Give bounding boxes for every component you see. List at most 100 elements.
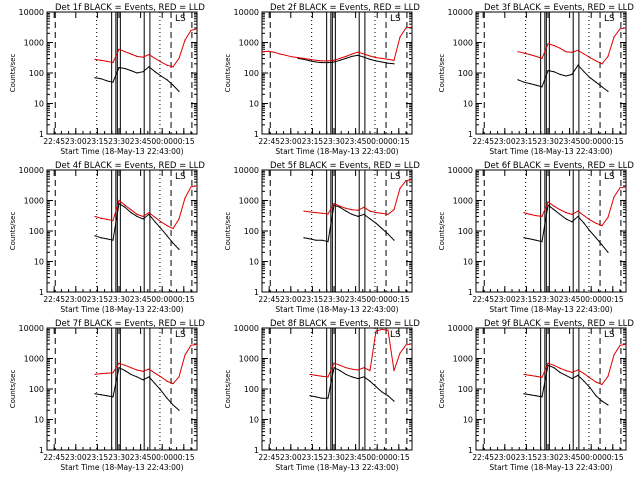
- data-point-lld: [327, 60, 329, 62]
- y-tick-label: 1000: [24, 197, 44, 206]
- y-tick-label: 10: [34, 416, 44, 425]
- data-point-events: [178, 90, 180, 92]
- data-point-lld: [589, 219, 591, 221]
- y-tick-label: 100: [244, 69, 259, 78]
- x-tick-label: 23:00: [494, 137, 516, 146]
- data-point-lld: [601, 383, 603, 386]
- data-point-lld: [625, 343, 626, 345]
- data-point-lld: [523, 52, 525, 54]
- x-tick-label: 22:45: [258, 295, 280, 304]
- x-tick-label: 00:00: [366, 295, 388, 304]
- data-point-lld: [601, 63, 603, 65]
- chart-panel-3: 1 10 100 1000 10000 22:45 23:00 23:15 23:30 23:45…: [438, 3, 634, 156]
- x-tick-label: 23:15: [516, 137, 538, 146]
- data-point-lld: [178, 218, 180, 220]
- y-tick-label: 10: [463, 258, 473, 267]
- y-tick-label: 10000: [448, 8, 473, 17]
- x-tick-label: 22:45: [472, 453, 494, 462]
- data-point-lld: [285, 54, 287, 56]
- y-axis-label: Counts/sec: [9, 212, 17, 251]
- data-point-lld: [279, 53, 281, 55]
- data-point-events: [339, 206, 341, 208]
- series-line-events: [94, 366, 180, 411]
- x-tick-label: 00:00: [580, 137, 602, 146]
- data-point-events: [136, 215, 138, 218]
- x-tick-label: 23:15: [87, 295, 109, 304]
- data-point-lld: [148, 54, 150, 56]
- x-tick-label: 23:45: [559, 295, 581, 304]
- data-point-lld: [333, 59, 335, 61]
- data-point-events: [148, 376, 150, 378]
- data-point-events: [535, 84, 537, 86]
- data-point-events: [154, 383, 156, 385]
- data-point-events: [553, 367, 555, 369]
- x-tick-label: 23:15: [302, 453, 324, 462]
- data-point-lld: [583, 372, 585, 375]
- data-point-events: [148, 66, 150, 68]
- x-tick-label: 23:00: [65, 137, 87, 146]
- data-point-events: [369, 380, 371, 382]
- data-point-events: [166, 79, 168, 81]
- data-point-events: [106, 238, 108, 240]
- data-point-events: [160, 389, 162, 391]
- y-tick-label: 1000: [239, 39, 259, 48]
- data-point-lld: [196, 185, 197, 187]
- x-tick-label: 23:30: [323, 453, 345, 462]
- x-tick-label: 00:15: [602, 295, 624, 304]
- data-point-lld: [291, 56, 293, 58]
- x-tick-label: 23:15: [516, 453, 538, 462]
- chart-panel-2: 1 10 100 1000 10000 22:45 23:00 23:15 23:30 23:45…: [224, 3, 420, 156]
- data-point-events: [595, 395, 597, 397]
- data-point-lld: [559, 367, 561, 369]
- y-tick-label: 1000: [239, 355, 259, 364]
- data-point-lld: [541, 57, 543, 60]
- data-point-events: [387, 62, 389, 64]
- y-tick-label: 1: [254, 130, 259, 139]
- x-tick-label: 00:00: [366, 453, 388, 462]
- data-point-events: [535, 239, 537, 241]
- x-tick-label: 00:00: [151, 137, 173, 146]
- y-tick-label: 1000: [24, 355, 44, 364]
- data-point-events: [142, 71, 144, 73]
- data-point-lld: [94, 58, 96, 60]
- y-axis-label: Counts/sec: [438, 54, 446, 93]
- data-point-events: [118, 67, 120, 69]
- y-tick-label: 1: [468, 288, 473, 297]
- data-point-events: [363, 376, 365, 378]
- data-point-events: [595, 81, 597, 83]
- data-point-events: [100, 237, 102, 239]
- data-point-lld: [321, 212, 323, 214]
- data-point-lld: [619, 28, 621, 30]
- data-point-lld: [339, 205, 341, 207]
- data-point-events: [154, 71, 156, 73]
- data-point-events: [529, 238, 531, 240]
- data-point-events: [529, 82, 531, 85]
- data-point-lld: [613, 196, 615, 198]
- x-tick-label: 22:45: [43, 453, 65, 462]
- data-point-events: [130, 69, 132, 72]
- data-point-events: [333, 61, 335, 63]
- plot-frame: [475, 327, 627, 451]
- y-axis-label: Counts/sec: [224, 212, 232, 251]
- series-line-events: [523, 364, 609, 406]
- data-point-events: [363, 56, 365, 58]
- data-point-events: [166, 397, 168, 399]
- data-point-events: [321, 397, 323, 399]
- data-point-lld: [571, 213, 573, 216]
- data-point-events: [339, 370, 341, 372]
- data-point-events: [541, 396, 543, 398]
- data-point-lld: [571, 51, 573, 53]
- data-point-lld: [375, 330, 377, 332]
- y-tick-label: 1000: [24, 39, 44, 48]
- data-point-lld: [100, 372, 102, 375]
- data-point-lld: [411, 26, 412, 28]
- data-point-lld: [130, 367, 132, 369]
- data-point-lld: [190, 344, 192, 346]
- series-line-events: [517, 64, 609, 92]
- data-point-events: [601, 86, 603, 88]
- data-point-lld: [339, 364, 341, 366]
- data-point-lld: [547, 201, 549, 203]
- data-point-events: [118, 367, 120, 369]
- legend-mark: LS: [390, 14, 401, 24]
- series-line-lld: [262, 26, 412, 62]
